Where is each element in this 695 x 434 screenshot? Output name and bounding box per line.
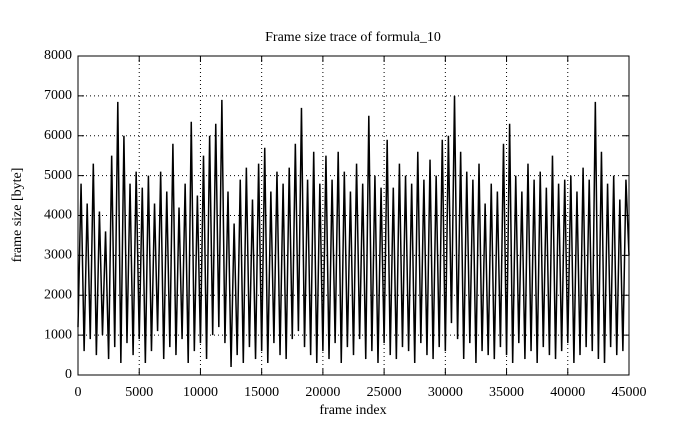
x-tick-label: 0 [75, 385, 82, 400]
y-tick-label: 2000 [44, 287, 72, 302]
y-tick-label: 7000 [44, 88, 72, 103]
x-tick-label: 25000 [367, 385, 402, 400]
y-tick-label: 4000 [44, 208, 72, 223]
y-tick-label: 0 [65, 367, 72, 382]
plot-frame [77, 55, 630, 376]
x-tick-label: 35000 [489, 385, 524, 400]
y-tick-label: 8000 [44, 48, 72, 63]
x-tick-label: 10000 [183, 385, 218, 400]
x-tick-label: 15000 [244, 385, 279, 400]
x-tick-label: 45000 [612, 385, 647, 400]
x-tick-label: 40000 [550, 385, 585, 400]
data-line [77, 95, 630, 368]
y-tick-label: 1000 [44, 327, 72, 342]
x-axis-label: frame index [319, 403, 386, 418]
x-tick-label: 20000 [305, 385, 340, 400]
chart-title: Frame size trace of formula_10 [265, 30, 441, 45]
x-tick-label: 5000 [125, 385, 153, 400]
y-tick-label: 6000 [44, 128, 72, 143]
x-tick-label: 30000 [428, 385, 463, 400]
y-tick-label: 3000 [44, 248, 72, 263]
y-axis-label: frame size [byte] [10, 168, 25, 263]
y-tick-label: 5000 [44, 168, 72, 183]
